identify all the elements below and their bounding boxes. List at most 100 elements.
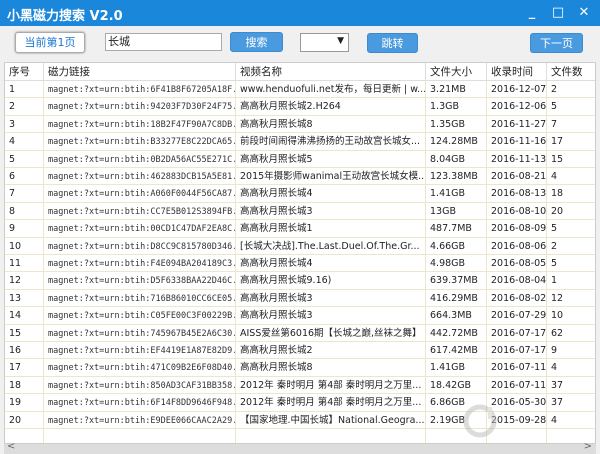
file-size: 13GB [426, 202, 487, 220]
video-name: www.henduofuli.net发布，每日更新 | w... [236, 81, 426, 98]
date-added-text: 2016-11-16 [491, 136, 547, 148]
file-size-text: 1.41GB [430, 188, 466, 200]
video-name-text: 高高秋月照长城3 [240, 292, 313, 304]
minimize-button[interactable]: _ [528, 5, 536, 20]
close-button[interactable]: ✕ [578, 5, 590, 20]
column-header[interactable]: 文件数 [547, 63, 595, 80]
table-row[interactable]: 6 magnet:?xt=urn:btih:462883DCB15A5E81...… [5, 168, 595, 186]
row-index: 7 [5, 185, 44, 202]
video-name: 高高秋月照长城8 [236, 115, 426, 133]
row-index: 20 [5, 411, 44, 428]
date-added-text: 2016-08-05 [491, 258, 547, 269]
search-button[interactable]: 搜索 [230, 32, 283, 52]
current-page-button[interactable]: 当前第1页 [15, 32, 85, 53]
file-size-text: 4.66GB [430, 240, 466, 252]
file-size: 1.35GB [426, 115, 487, 133]
file-size: 416.29MB [426, 289, 487, 307]
file-count-text: 2 [551, 240, 558, 252]
table-row[interactable]: 15 magnet:?xt=urn:btih:745967B45E2A6C30..… [5, 324, 595, 342]
video-name: 2012年 秦时明月 第4部 秦时明月之万里... [236, 376, 426, 394]
table-row[interactable]: 14 magnet:?xt=urn:btih:C05FE00C3F00229B..… [5, 307, 595, 325]
video-name-text: 2015年摄影师wanimal王动故宫长城女模... [240, 171, 426, 182]
table-row[interactable]: 3 magnet:?xt=urn:btih:18B2F47F90A7C8DB...… [5, 115, 595, 134]
magnet-link-text: magnet:?xt=urn:btih:E9DEE066CAAC2A29... [48, 415, 236, 426]
video-name-text: 高高秋月照长城8 [240, 362, 313, 374]
magnet-link: magnet:?xt=urn:btih:6F41B8F67205A18F... [44, 81, 236, 98]
video-name-text: 高高秋月照长城1 [240, 223, 313, 235]
date-added: 2016-07-11 [487, 376, 547, 394]
table-header: 序号 磁力链接 视频名称 文件大小 收录时间 文件数 [5, 63, 595, 81]
row-index-text: 15 [9, 327, 22, 339]
video-name: 高高秋月照长城3 [236, 307, 426, 324]
search-input[interactable]: 长城 [105, 33, 222, 51]
file-count-text: 37 [551, 379, 564, 391]
maximize-button[interactable]: □ [551, 5, 565, 20]
file-size: 8.04GB [426, 150, 487, 167]
magnet-link: magnet:?xt=urn:btih:D8CC9C815780D346... [44, 237, 236, 254]
video-name: 高高秋月照长城9.16) [236, 272, 426, 289]
date-added-text: 2016-08-02 [491, 292, 547, 304]
horizontal-scrollbar[interactable]: < > [4, 441, 596, 454]
empty-cell [5, 429, 44, 443]
table-row[interactable]: 2 magnet:?xt=urn:btih:94203F7D30F24F75...… [5, 98, 595, 116]
file-size: 1.41GB [426, 185, 487, 202]
file-count-text: 5 [551, 223, 558, 235]
table-row[interactable]: 10 magnet:?xt=urn:btih:D8CC9C815780D346..… [5, 237, 595, 255]
file-count-text: 15 [551, 153, 564, 165]
magnet-link-text: magnet:?xt=urn:btih:B33277E8C22DCA65... [48, 137, 236, 148]
table-row[interactable]: 19 magnet:?xt=urn:btih:6F14F8DD9646F948..… [5, 394, 595, 412]
table-row[interactable]: 4 magnet:?xt=urn:btih:B33277E8C22DCA65...… [5, 133, 595, 151]
next-page-button[interactable]: 下一页 [530, 33, 583, 53]
results-table: 序号 磁力链接 视频名称 文件大小 收录时间 文件数 1 magnet:?xt=u… [4, 62, 596, 444]
empty-cell [236, 429, 426, 443]
video-name: AISS爱丝第6016期【长城之巅,丝袜之舞】 [236, 324, 426, 341]
column-header[interactable]: 收录时间 [487, 63, 547, 80]
file-size-text: 123.38MB [430, 171, 478, 182]
table-row[interactable]: 16 magnet:?xt=urn:btih:EF4419E1A87E82D9..… [5, 342, 595, 360]
video-name-text: 前段时间闹得沸沸扬扬的王动故宫长城女... [240, 136, 421, 148]
table-row[interactable]: 18 magnet:?xt=urn:btih:850AD3CAF31BB358..… [5, 376, 595, 395]
table-row[interactable]: 12 magnet:?xt=urn:btih:D5F6338BAA22D46C..… [5, 272, 595, 290]
magnet-link: magnet:?xt=urn:btih:0B2DA56AC55E271C... [44, 150, 236, 167]
table-row[interactable]: 7 magnet:?xt=urn:btih:A060F0044F56CA87...… [5, 185, 595, 203]
file-count: 2 [547, 238, 595, 254]
table-row[interactable]: 13 magnet:?xt=urn:btih:716B86010CC6CE05..… [5, 289, 595, 308]
table-row[interactable]: 5 magnet:?xt=urn:btih:0B2DA56AC55E271C...… [5, 150, 595, 168]
date-added: 2016-08-06 [487, 237, 547, 254]
row-index: 18 [5, 376, 44, 394]
column-header[interactable]: 磁力链接 [44, 63, 236, 80]
file-count-text: 4 [551, 171, 558, 182]
jump-button[interactable]: 跳转 [367, 33, 418, 53]
scroll-right-arrow[interactable]: > [583, 441, 592, 452]
column-header[interactable]: 序号 [5, 63, 44, 80]
column-header[interactable]: 视频名称 [236, 63, 426, 80]
file-size: 4.66GB [426, 237, 487, 254]
date-added: 2016-07-29 [487, 307, 547, 324]
file-count: 7 [547, 116, 595, 132]
file-count-text: 1 [551, 275, 558, 287]
date-added-text: 2016-11-13 [491, 153, 547, 165]
date-added-text: 2016-07-11 [491, 379, 547, 391]
file-count: 18 [547, 185, 595, 201]
column-header[interactable]: 文件大小 [426, 63, 487, 80]
magnet-link-text: magnet:?xt=urn:btih:6F41B8F67205A18F... [48, 85, 236, 95]
table-row[interactable]: 1 magnet:?xt=urn:btih:6F41B8F67205A18F...… [5, 81, 595, 99]
table-row[interactable]: 20 magnet:?xt=urn:btih:E9DEE066CAAC2A29..… [5, 411, 595, 429]
row-index-text: 7 [9, 188, 16, 200]
file-size-text: 1.35GB [430, 118, 466, 130]
table-row[interactable]: 17 magnet:?xt=urn:btih:471C09B2E6F08D40..… [5, 359, 595, 377]
table-row[interactable]: 9 magnet:?xt=urn:btih:00CD1C47DAF2EA8C...… [5, 220, 595, 238]
video-name-text: www.henduofuli.net发布，每日更新 | w... [240, 84, 426, 95]
video-name-text: 【国家地理.中国长城】National.Geogra... [240, 414, 425, 426]
file-count-text: 9 [551, 345, 558, 356]
date-added: 2016-05-30 [487, 394, 547, 411]
table-row[interactable]: 8 magnet:?xt=urn:btih:CC7E5B012S3894FB...… [5, 202, 595, 221]
date-added-text: 2016-08-10 [491, 205, 547, 217]
magnet-link-text: magnet:?xt=urn:btih:471C09B2E6F08D40... [48, 363, 236, 374]
scroll-left-arrow[interactable]: < [7, 441, 16, 452]
file-size: 6.86GB [426, 394, 487, 411]
page-select[interactable]: ▼ [300, 33, 349, 52]
magnet-link-text: magnet:?xt=urn:btih:F4E094BA204189C3... [48, 259, 236, 269]
magnet-link-text: magnet:?xt=urn:btih:D8CC9C815780D346... [48, 241, 236, 252]
table-row[interactable]: 11 magnet:?xt=urn:btih:F4E094BA204189C3..… [5, 255, 595, 273]
